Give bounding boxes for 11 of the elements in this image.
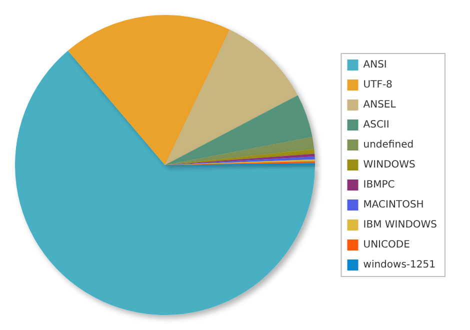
legend-label: ANSEL xyxy=(363,100,396,110)
legend-label: windows-1251 xyxy=(363,260,436,270)
legend-label: UNICODE xyxy=(363,240,410,250)
legend-label: UTF-8 xyxy=(363,80,392,90)
legend-label: ANSI xyxy=(363,60,387,70)
legend-label: IBMPC xyxy=(363,180,395,190)
legend-label: WINDOWS xyxy=(363,160,416,170)
legend-label: MACINTOSH xyxy=(363,200,424,210)
legend-label: IBM WINDOWS xyxy=(363,220,438,230)
legend-label: ASCII xyxy=(363,120,390,130)
legend-label: undefined xyxy=(363,140,414,150)
